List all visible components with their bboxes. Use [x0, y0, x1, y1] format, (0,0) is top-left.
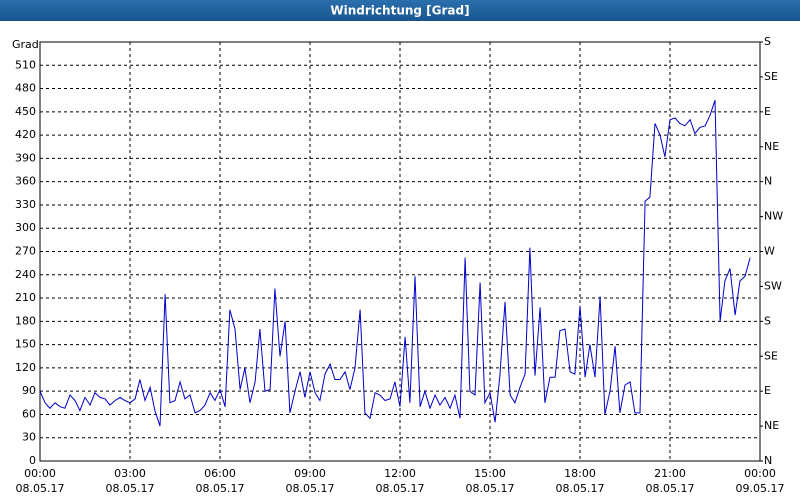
x-tick-label: 06:00 — [204, 467, 236, 480]
title-bar — [0, 0, 800, 21]
x-tick-date: 08.05.17 — [286, 482, 335, 495]
x-tick-date: 09.05.17 — [736, 482, 785, 495]
y-tick-label: 480 — [15, 82, 36, 95]
x-tick-label: 03:00 — [114, 467, 146, 480]
x-tick-date: 08.05.17 — [466, 482, 515, 495]
y-tick-label: 300 — [15, 221, 36, 234]
y-tick-label: 510 — [15, 58, 36, 71]
y-tick-label: 90 — [22, 384, 36, 397]
y-axis-label: Grad — [12, 38, 39, 51]
y-tick-label: 180 — [15, 314, 36, 327]
data-line — [39, 100, 751, 427]
y-tick-label: 450 — [15, 105, 36, 118]
y2-tick-label: NW — [764, 210, 783, 223]
y-tick-label: 30 — [22, 431, 36, 444]
y2-tick-label: E — [764, 105, 771, 118]
x-tick-date: 08.05.17 — [196, 482, 245, 495]
y-tick-label: 150 — [15, 338, 36, 351]
x-tick-date: 08.05.17 — [376, 482, 425, 495]
x-tick-date: 08.05.17 — [556, 482, 605, 495]
y2-tick-label: S — [764, 35, 771, 48]
x-tick-label: 15:00 — [474, 467, 506, 480]
y-tick-label: 0 — [29, 454, 36, 467]
y2-tick-label: SE — [764, 349, 778, 362]
plot-frame — [39, 41, 761, 462]
y2-tick-label: NE — [764, 419, 779, 432]
chart-title: Windrichtung [Grad] — [330, 4, 469, 18]
x-tick-label: 18:00 — [564, 467, 596, 480]
y2-tick-label: N — [764, 175, 772, 188]
y-tick-label: 210 — [15, 291, 36, 304]
y-tick-label: 420 — [15, 128, 36, 141]
y-tick-label: 240 — [15, 268, 36, 281]
y2-tick-label: W — [764, 245, 775, 258]
y2-tick-label: SW — [764, 279, 782, 292]
x-tick-label: 21:00 — [654, 467, 686, 480]
y-tick-label: 390 — [15, 151, 36, 164]
y-tick-label: 120 — [15, 361, 36, 374]
y2-tick-label: E — [764, 384, 771, 397]
y2-tick-label: N — [764, 454, 772, 467]
x-tick-label: 09:00 — [294, 467, 326, 480]
x-tick-label: 12:00 — [384, 467, 416, 480]
y-tick-label: 330 — [15, 198, 36, 211]
y-tick-label: 270 — [15, 245, 36, 258]
x-tick-date: 08.05.17 — [106, 482, 155, 495]
y2-tick-label: S — [764, 314, 771, 327]
x-tick-label: 00:00 — [744, 467, 776, 480]
x-tick-label: 00:00 — [24, 467, 56, 480]
y2-tick-label: NE — [764, 140, 779, 153]
x-tick-date: 08.05.17 — [16, 482, 65, 495]
x-tick-date: 08.05.17 — [646, 482, 695, 495]
y-tick-label: 60 — [22, 407, 36, 420]
y2-tick-label: SE — [764, 70, 778, 83]
y-tick-label: 360 — [15, 175, 36, 188]
